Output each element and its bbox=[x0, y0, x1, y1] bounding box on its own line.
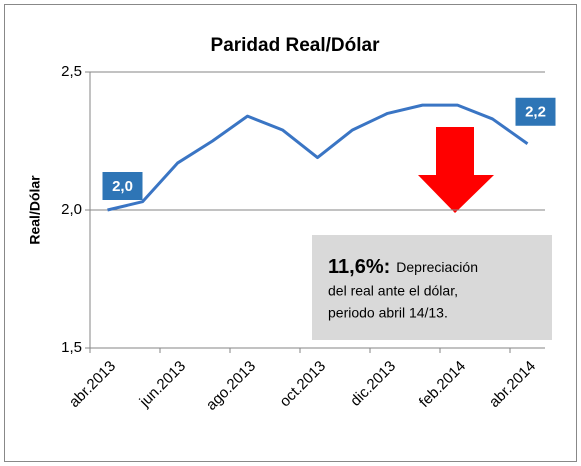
y-axis-label: Real/Dólar bbox=[27, 175, 43, 245]
chart-frame bbox=[4, 4, 577, 462]
data-label: 2,0 bbox=[112, 178, 133, 195]
annotation-highlight: 11,6%: bbox=[328, 256, 390, 278]
down-arrow bbox=[418, 127, 494, 213]
annotation-line: periodo abril 14/13. bbox=[328, 305, 448, 321]
annotation-line: Depreciación bbox=[396, 259, 478, 275]
data-line bbox=[107, 103, 529, 212]
annotation-box bbox=[312, 235, 552, 340]
chart-title: Paridad Real/Dólar bbox=[211, 35, 381, 56]
data-label: 2,2 bbox=[525, 104, 546, 121]
annotation-line: del real ante el dólar, bbox=[328, 283, 458, 299]
data-label-box bbox=[102, 172, 143, 200]
y-tick-label: 1,5 bbox=[61, 339, 82, 356]
y-tick-label: 2,5 bbox=[61, 63, 82, 80]
data-label-box bbox=[515, 97, 556, 126]
annotation-text: 11,6%: Depreciación bbox=[328, 256, 478, 278]
y-tick-label: 2,0 bbox=[61, 201, 82, 218]
